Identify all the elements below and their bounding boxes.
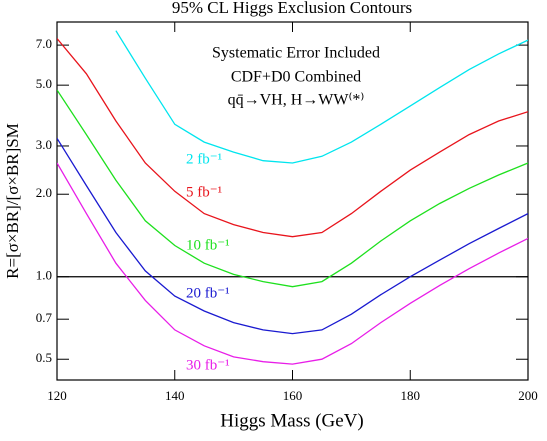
x-tick-label: 180 [401, 388, 421, 403]
y-tick-label: 5.0 [36, 76, 52, 91]
series-line [57, 89, 528, 288]
series-label: 30 fb⁻¹ [186, 357, 230, 373]
x-tick-label: 160 [283, 388, 303, 403]
series-line [57, 137, 528, 335]
y-tick-label: 3.0 [36, 137, 52, 152]
y-tick-label: 2.0 [36, 185, 52, 200]
x-axis-label: Higgs Mass (GeV) [220, 410, 364, 431]
series-line [115, 30, 528, 164]
series-label: 5 fb⁻¹ [186, 184, 222, 200]
y-axis-label: R=[σ×BR]/[σ×BR]SM [3, 123, 22, 279]
y-tick-label: 1.0 [36, 268, 52, 283]
annotation: qq̄→VH, H→WW⁽*⁾ [228, 92, 365, 109]
series-label: 2 fb⁻¹ [186, 151, 222, 167]
annotation: CDF+D0 Combined [231, 69, 361, 86]
chart-title: 95% CL Higgs Exclusion Contours [172, 0, 412, 17]
series-label: 20 fb⁻¹ [186, 285, 230, 301]
series-line [57, 162, 528, 365]
x-tick-label: 140 [165, 388, 185, 403]
y-tick-label: 0.7 [36, 310, 53, 325]
annotation: Systematic Error Included [212, 45, 380, 62]
y-tick-label: 0.5 [36, 350, 52, 365]
x-tick-label: 200 [518, 388, 538, 403]
y-tick-label: 7.0 [36, 36, 52, 51]
series-line [57, 38, 528, 238]
series-label: 10 fb⁻¹ [186, 237, 230, 253]
x-tick-label: 120 [47, 388, 67, 403]
